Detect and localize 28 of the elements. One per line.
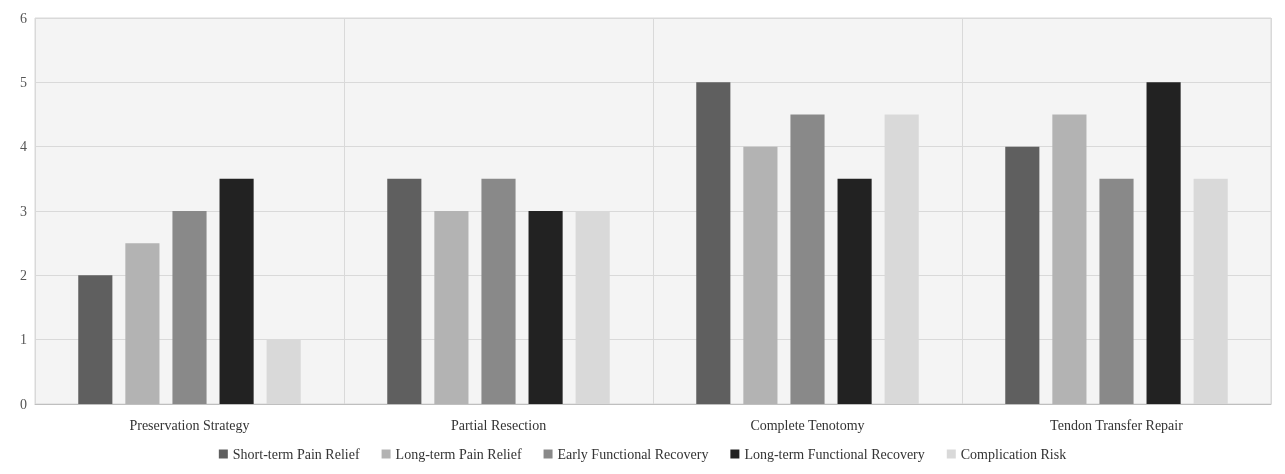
legend-label: Long-term Functional Recovery	[744, 446, 925, 462]
legend-label: Short-term Pain Relief	[232, 446, 360, 462]
y-tick-label: 6	[20, 10, 27, 26]
legend-label: Early Functional Recovery	[557, 446, 709, 462]
bar	[528, 211, 563, 404]
bar	[790, 114, 825, 404]
y-tick-label: 5	[20, 74, 27, 90]
bar	[1099, 178, 1134, 404]
y-tick-label: 1	[20, 332, 27, 348]
bar	[219, 178, 254, 404]
bar	[837, 178, 872, 404]
y-tick-label: 2	[20, 267, 27, 283]
x-tick-label: Preservation Strategy	[129, 417, 250, 433]
bar	[1005, 146, 1040, 404]
bar	[172, 211, 207, 404]
y-tick-label: 3	[20, 203, 27, 219]
y-tick-label: 0	[20, 396, 27, 412]
bar	[481, 178, 516, 404]
legend-label: Long-term Pain Relief	[395, 446, 522, 462]
y-tick-label: 4	[20, 139, 27, 155]
x-tick-label: Tendon Transfer Repair	[1050, 417, 1184, 433]
bar	[387, 178, 422, 404]
x-tick-label: Complete Tenotomy	[750, 417, 865, 433]
legend-label: Complication Risk	[960, 446, 1067, 462]
bar	[78, 275, 113, 404]
x-tick-label: Partial Resection	[450, 417, 547, 433]
bar	[1146, 82, 1181, 404]
bar	[696, 82, 731, 404]
